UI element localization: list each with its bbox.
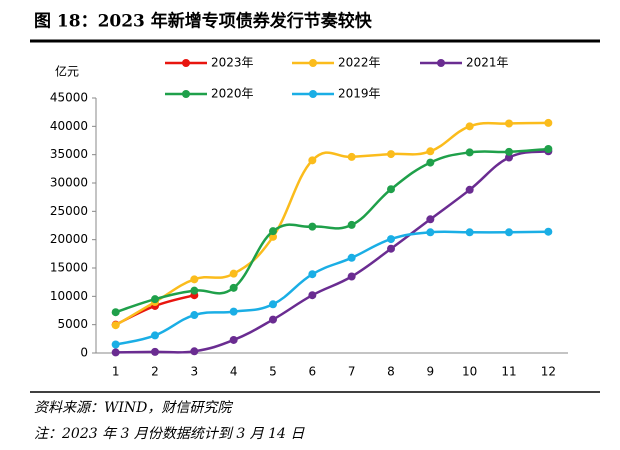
legend-marker: [437, 59, 445, 67]
point: [465, 148, 474, 157]
point: [151, 331, 159, 340]
point: [111, 348, 120, 357]
point: [544, 118, 553, 127]
point: [111, 308, 120, 317]
x-tick-label: 7: [348, 365, 356, 379]
point: [269, 315, 277, 324]
legend-label: 2020年: [211, 87, 254, 101]
y-tick-label: 45000: [50, 91, 88, 105]
y-tick-label: 25000: [50, 204, 88, 218]
series-line: [115, 147, 549, 314]
legend-marker: [182, 59, 190, 67]
y-tick-label: 20000: [50, 232, 88, 246]
x-tick-label: 1: [112, 365, 120, 379]
x-tick-label: 9: [427, 365, 435, 379]
x-tick-label: 8: [387, 365, 395, 379]
point: [229, 283, 238, 292]
x-tick-label: 11: [501, 365, 516, 379]
point: [387, 235, 395, 244]
point: [347, 220, 356, 229]
point: [505, 153, 513, 162]
point: [505, 119, 513, 128]
y-tick-label: 30000: [50, 176, 88, 190]
point: [347, 152, 356, 161]
point: [190, 311, 199, 320]
point: [190, 347, 199, 356]
point: [269, 300, 277, 309]
point: [151, 295, 159, 304]
point: [308, 222, 317, 231]
legend-label: 2019年: [338, 87, 381, 101]
point: [544, 145, 553, 153]
y-tick-label: 35000: [50, 147, 88, 161]
point: [426, 215, 435, 224]
legend-marker: [182, 90, 190, 98]
point: [308, 291, 317, 300]
point: [229, 269, 238, 278]
point: [229, 307, 238, 316]
point: [347, 253, 356, 262]
point: [111, 340, 120, 349]
x-tick-label: 12: [541, 365, 556, 379]
legend-label: 2022年: [338, 56, 381, 70]
legend-marker: [309, 90, 317, 98]
point: [465, 228, 474, 237]
x-tick-label: 10: [462, 365, 477, 379]
point: [387, 150, 395, 159]
point: [190, 286, 199, 295]
point: [308, 270, 317, 279]
legend-label: 2023年: [211, 56, 254, 70]
point: [426, 228, 435, 237]
point: [190, 275, 199, 284]
y-tick-label: 0: [80, 346, 88, 360]
point: [426, 158, 435, 167]
x-tick-label: 2: [151, 365, 159, 379]
x-tick-label: 5: [269, 365, 277, 379]
point: [387, 185, 395, 194]
y-tick-label: 5000: [57, 317, 88, 331]
series-line: [115, 230, 549, 346]
legend-label: 2021年: [466, 56, 509, 70]
point: [465, 122, 474, 131]
point: [465, 185, 474, 194]
point: [505, 228, 513, 237]
point: [505, 147, 513, 156]
legend-marker: [309, 59, 317, 67]
y-tick-label: 15000: [50, 261, 88, 275]
point: [544, 227, 553, 236]
y-tick-label: 10000: [50, 289, 88, 303]
point: [426, 147, 435, 156]
y-tick-label: 40000: [50, 119, 88, 133]
x-tick-label: 4: [230, 365, 238, 379]
source: 资料来源：WIND，财信研究院: [34, 400, 233, 416]
point: [111, 321, 120, 330]
point: [387, 244, 395, 253]
point: [229, 335, 238, 344]
point: [151, 347, 159, 356]
chart-title: 图 18：2023 年新增专项债券发行节奏较快: [34, 11, 373, 32]
note: 注：2023 年 3 月份数据统计到 3 月 14 日: [34, 426, 305, 442]
x-tick-label: 6: [309, 365, 317, 379]
point: [308, 156, 317, 165]
point: [269, 227, 277, 236]
point: [347, 272, 356, 281]
point: [269, 232, 277, 241]
x-tick-label: 3: [191, 365, 199, 379]
y-axis-label: 亿元: [55, 64, 79, 79]
series-line: [115, 121, 549, 327]
